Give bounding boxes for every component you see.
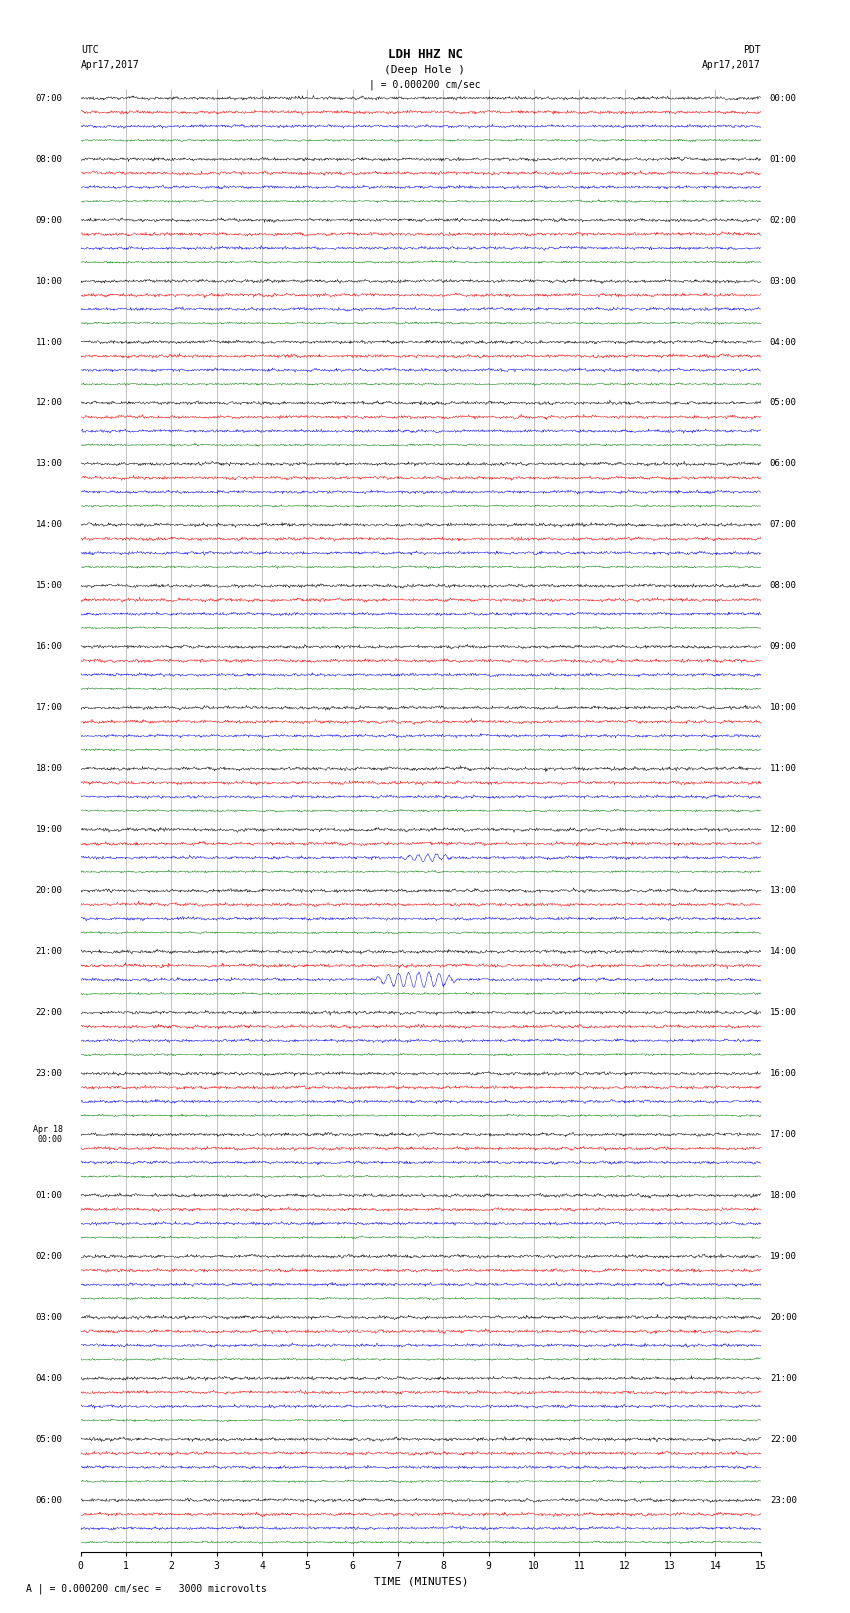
- Text: 14:00: 14:00: [770, 947, 796, 957]
- Text: LDH HHZ NC: LDH HHZ NC: [388, 48, 462, 61]
- Text: 00:00: 00:00: [770, 94, 796, 103]
- Text: 11:00: 11:00: [36, 337, 63, 347]
- Text: 05:00: 05:00: [36, 1434, 63, 1444]
- Text: 09:00: 09:00: [36, 216, 63, 224]
- Text: 17:00: 17:00: [770, 1131, 796, 1139]
- Text: 03:00: 03:00: [770, 276, 796, 286]
- Text: 07:00: 07:00: [770, 521, 796, 529]
- Text: 03:00: 03:00: [36, 1313, 63, 1321]
- Text: 08:00: 08:00: [36, 155, 63, 163]
- Text: 10:00: 10:00: [36, 276, 63, 286]
- Text: 04:00: 04:00: [36, 1374, 63, 1382]
- Text: 02:00: 02:00: [36, 1252, 63, 1261]
- Text: 08:00: 08:00: [770, 581, 796, 590]
- Text: 21:00: 21:00: [770, 1374, 796, 1382]
- Text: A | = 0.000200 cm/sec =   3000 microvolts: A | = 0.000200 cm/sec = 3000 microvolts: [26, 1582, 266, 1594]
- Text: 01:00: 01:00: [770, 155, 796, 163]
- Text: 22:00: 22:00: [36, 1008, 63, 1018]
- Text: 11:00: 11:00: [770, 765, 796, 773]
- Text: 02:00: 02:00: [770, 216, 796, 224]
- Text: 23:00: 23:00: [770, 1495, 796, 1505]
- Text: 19:00: 19:00: [770, 1252, 796, 1261]
- X-axis label: TIME (MINUTES): TIME (MINUTES): [373, 1576, 468, 1586]
- Text: 01:00: 01:00: [36, 1190, 63, 1200]
- Text: 21:00: 21:00: [36, 947, 63, 957]
- Text: 06:00: 06:00: [770, 460, 796, 468]
- Text: UTC: UTC: [81, 45, 99, 55]
- Text: 05:00: 05:00: [770, 398, 796, 408]
- Text: PDT: PDT: [743, 45, 761, 55]
- Text: 18:00: 18:00: [36, 765, 63, 773]
- Text: 16:00: 16:00: [36, 642, 63, 652]
- Text: 19:00: 19:00: [36, 826, 63, 834]
- Text: 15:00: 15:00: [36, 581, 63, 590]
- Text: 18:00: 18:00: [770, 1190, 796, 1200]
- Text: 09:00: 09:00: [770, 642, 796, 652]
- Text: 15:00: 15:00: [770, 1008, 796, 1018]
- Text: 13:00: 13:00: [36, 460, 63, 468]
- Text: 07:00: 07:00: [36, 94, 63, 103]
- Text: Apr17,2017: Apr17,2017: [81, 60, 139, 69]
- Text: 13:00: 13:00: [770, 886, 796, 895]
- Text: 06:00: 06:00: [36, 1495, 63, 1505]
- Text: 20:00: 20:00: [36, 886, 63, 895]
- Text: 12:00: 12:00: [770, 826, 796, 834]
- Text: (Deep Hole ): (Deep Hole ): [384, 65, 466, 74]
- Text: Apr17,2017: Apr17,2017: [702, 60, 761, 69]
- Text: 22:00: 22:00: [770, 1434, 796, 1444]
- Text: 17:00: 17:00: [36, 703, 63, 713]
- Text: 14:00: 14:00: [36, 521, 63, 529]
- Text: | = 0.000200 cm/sec: | = 0.000200 cm/sec: [369, 79, 481, 90]
- Text: 12:00: 12:00: [36, 398, 63, 408]
- Text: Apr 18
00:00: Apr 18 00:00: [32, 1124, 63, 1144]
- Text: 23:00: 23:00: [36, 1069, 63, 1077]
- Text: 20:00: 20:00: [770, 1313, 796, 1321]
- Text: 04:00: 04:00: [770, 337, 796, 347]
- Text: 10:00: 10:00: [770, 703, 796, 713]
- Text: 16:00: 16:00: [770, 1069, 796, 1077]
